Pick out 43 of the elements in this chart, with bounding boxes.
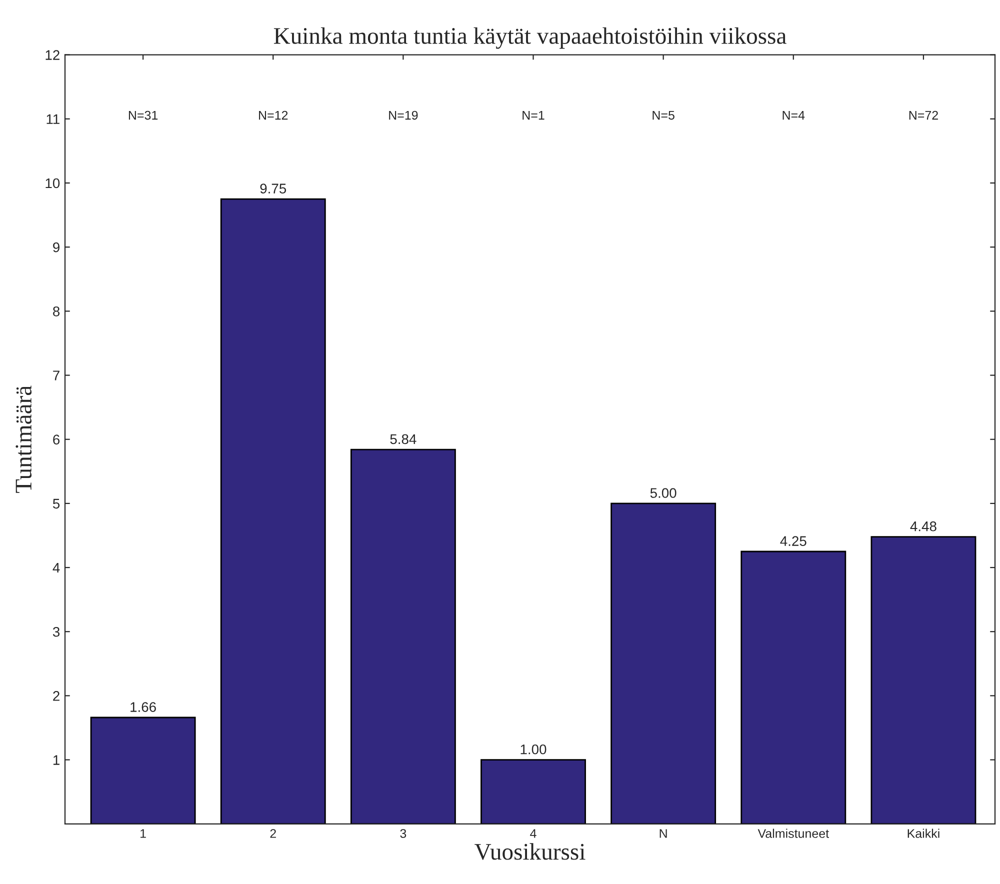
y-tick-label: 11 bbox=[46, 114, 60, 124]
bar bbox=[480, 759, 586, 824]
annotation: N=31 bbox=[128, 110, 158, 120]
data-label: 4.48 bbox=[910, 521, 936, 532]
bar bbox=[610, 502, 716, 824]
x-tick-label: Valmistuneet bbox=[758, 828, 829, 838]
x-tick-label: 3 bbox=[400, 829, 406, 838]
data-label: 1.66 bbox=[130, 702, 156, 712]
chart-title: Kuinka monta tuntia käytät vapaaehtoistöihin viikossa bbox=[274, 27, 786, 49]
data-label: 5.00 bbox=[650, 488, 676, 498]
y-tick-label: 6 bbox=[53, 434, 60, 445]
y-tick-label: 2 bbox=[53, 691, 60, 701]
annotation: N=12 bbox=[259, 110, 288, 120]
annotation: N=72 bbox=[909, 110, 938, 120]
y-tick-label: 1 bbox=[53, 755, 60, 765]
y-tick-label: 7 bbox=[53, 370, 60, 380]
y-tick-label: 5 bbox=[52, 498, 60, 509]
annotation: N=5 bbox=[652, 110, 674, 120]
y-tick-label: 9 bbox=[53, 242, 60, 252]
bar bbox=[90, 716, 196, 824]
data-label: 1.00 bbox=[520, 744, 546, 754]
y-tick-label: 8 bbox=[53, 306, 60, 316]
x-tick-label: N bbox=[660, 829, 667, 838]
data-label: 4.25 bbox=[780, 536, 806, 546]
annotation: N=1 bbox=[522, 110, 544, 120]
annotation: N=19 bbox=[389, 110, 418, 120]
y-tick-label: 3 bbox=[52, 626, 60, 637]
y-axis-title: Tuntimäärä bbox=[16, 386, 32, 493]
y-tick-label: 10 bbox=[46, 178, 60, 188]
bar bbox=[350, 448, 456, 824]
data-label: 5.84 bbox=[390, 434, 416, 444]
y-tick-label: 4 bbox=[52, 563, 60, 573]
x-tick-label: 2 bbox=[270, 829, 276, 838]
bar bbox=[870, 536, 976, 824]
annotation: N=4 bbox=[782, 110, 805, 120]
bar bbox=[740, 550, 846, 824]
data-label: 9.75 bbox=[260, 184, 286, 194]
x-tick-label: 4 bbox=[530, 829, 536, 838]
x-tick-label: 1 bbox=[140, 829, 146, 838]
y-tick-label: 12 bbox=[46, 50, 60, 60]
x-tick-label: Kaikki bbox=[908, 828, 940, 838]
x-axis-title: Vuosikurssi bbox=[474, 843, 586, 860]
bar bbox=[220, 198, 326, 824]
